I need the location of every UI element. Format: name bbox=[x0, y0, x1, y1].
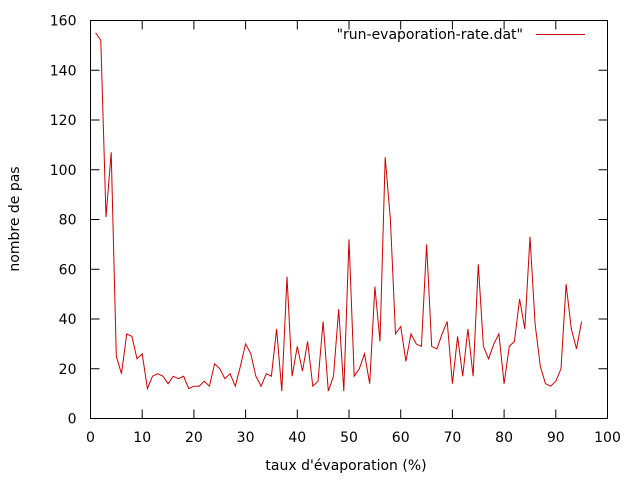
tick-marks bbox=[90, 20, 608, 419]
legend: "run-evaporation-rate.dat" bbox=[337, 27, 585, 43]
x-axis-label: taux d'évaporation (%) bbox=[265, 458, 426, 474]
y-tick-label: 80 bbox=[59, 213, 77, 229]
x-tick-label: 70 bbox=[443, 430, 461, 446]
legend-label: "run-evaporation-rate.dat" bbox=[337, 27, 523, 43]
series-layer bbox=[95, 32, 583, 392]
y-tick-label: 100 bbox=[50, 163, 77, 179]
series-line bbox=[95, 32, 583, 392]
y-tick-label: 20 bbox=[59, 362, 77, 378]
y-tick-label: 60 bbox=[59, 262, 77, 278]
y-axis-label: nombre de pas bbox=[7, 166, 23, 271]
x-tick-label: 100 bbox=[594, 430, 621, 446]
y-tick-label: 0 bbox=[68, 412, 77, 428]
y-tick-label: 40 bbox=[59, 312, 77, 328]
plot-frame bbox=[90, 20, 608, 419]
x-tick-label: 40 bbox=[288, 430, 306, 446]
y-tick-label: 160 bbox=[50, 14, 77, 30]
y-tick-label: 120 bbox=[50, 113, 77, 129]
x-tick-label: 50 bbox=[340, 430, 358, 446]
tick-labels: 0 10 20 30 40 50 60 70 80 90 100 0 20 40 60 80 100 120 140… bbox=[50, 14, 621, 447]
x-tick-label: 0 bbox=[86, 430, 95, 446]
x-tick-label: 80 bbox=[495, 430, 513, 446]
x-tick-label: 20 bbox=[185, 430, 203, 446]
x-tick-label: 10 bbox=[133, 430, 151, 446]
x-tick-label: 60 bbox=[392, 430, 410, 446]
x-tick-label: 30 bbox=[237, 430, 255, 446]
y-tick-label: 140 bbox=[50, 63, 77, 79]
x-tick-label: 90 bbox=[547, 430, 565, 446]
